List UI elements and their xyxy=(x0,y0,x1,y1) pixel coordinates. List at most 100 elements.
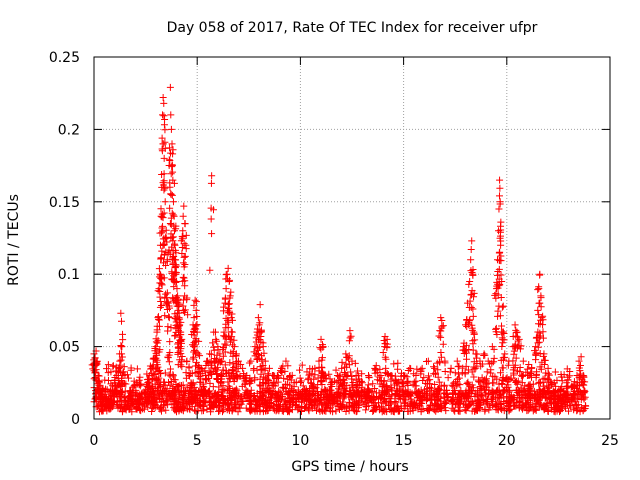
data-point xyxy=(171,396,179,404)
data-point xyxy=(128,408,136,416)
data-point xyxy=(167,111,175,119)
data-point xyxy=(519,357,527,365)
data-point xyxy=(575,357,583,365)
data-point xyxy=(164,354,172,362)
data-point xyxy=(545,383,553,391)
data-point xyxy=(193,321,201,329)
data-point xyxy=(107,368,115,376)
data-point xyxy=(550,392,558,400)
data-point xyxy=(439,340,447,348)
data-point xyxy=(113,367,121,375)
data-point xyxy=(422,397,430,405)
data-point xyxy=(170,212,178,220)
data-point xyxy=(158,134,166,142)
data-point xyxy=(153,356,161,364)
data-point xyxy=(236,404,244,412)
data-point xyxy=(365,372,373,380)
data-point xyxy=(310,384,318,392)
data-point xyxy=(180,308,188,316)
data-point xyxy=(567,383,575,391)
data-point xyxy=(534,396,542,404)
data-point xyxy=(388,372,396,380)
data-point xyxy=(221,340,229,348)
data-point xyxy=(218,357,226,365)
data-point xyxy=(298,361,306,369)
data-point xyxy=(467,291,475,299)
data-point xyxy=(310,383,318,391)
data-point xyxy=(467,245,475,253)
data-point xyxy=(443,387,451,395)
data-point xyxy=(117,388,125,396)
data-point xyxy=(463,392,471,400)
data-point xyxy=(480,351,488,359)
data-point xyxy=(160,154,168,162)
data-point xyxy=(208,230,216,238)
data-point xyxy=(167,170,175,178)
data-point xyxy=(94,372,102,380)
data-point xyxy=(180,240,188,248)
data-point xyxy=(246,379,254,387)
data-point xyxy=(207,179,215,187)
data-point xyxy=(552,400,560,408)
data-point xyxy=(174,404,182,412)
data-point xyxy=(256,408,264,416)
data-point xyxy=(186,372,194,380)
data-point xyxy=(157,297,165,305)
data-point xyxy=(118,350,126,358)
data-point xyxy=(493,331,501,339)
data-point xyxy=(93,360,101,368)
data-point xyxy=(161,398,169,406)
data-point xyxy=(339,395,347,403)
data-point xyxy=(169,237,177,245)
data-point xyxy=(321,374,329,382)
data-point xyxy=(284,406,292,414)
data-point xyxy=(182,231,190,239)
data-point xyxy=(266,386,274,394)
data-point xyxy=(250,348,258,356)
data-point xyxy=(325,396,333,404)
data-point xyxy=(465,303,473,311)
data-point xyxy=(426,401,434,409)
data-point xyxy=(515,335,523,343)
data-point xyxy=(181,220,189,228)
y-tick-label: 0.15 xyxy=(49,195,80,211)
data-point xyxy=(253,325,261,333)
data-point xyxy=(163,294,171,302)
data-point xyxy=(289,395,297,403)
data-point xyxy=(290,379,298,387)
x-tick-label: 10 xyxy=(291,433,309,449)
data-point xyxy=(225,389,233,397)
data-point xyxy=(246,407,254,415)
data-point xyxy=(319,407,327,415)
data-point xyxy=(205,375,213,383)
data-point xyxy=(558,403,566,411)
data-point xyxy=(117,309,125,317)
data-point xyxy=(497,400,505,408)
data-point xyxy=(465,280,473,288)
data-point xyxy=(468,397,476,405)
data-point xyxy=(215,407,223,415)
data-point xyxy=(171,331,179,339)
data-point xyxy=(246,359,254,367)
data-point xyxy=(335,373,343,381)
data-point xyxy=(173,277,181,285)
data-point xyxy=(458,369,466,377)
data-point xyxy=(222,341,230,349)
data-point xyxy=(219,352,227,360)
data-point xyxy=(391,397,399,405)
data-point xyxy=(232,371,240,379)
data-point xyxy=(552,382,560,390)
data-point xyxy=(539,328,547,336)
data-point xyxy=(95,402,103,410)
data-point xyxy=(192,399,200,407)
data-point xyxy=(158,145,166,153)
data-point xyxy=(542,393,550,401)
data-point xyxy=(519,371,527,379)
data-point xyxy=(169,146,177,154)
data-point xyxy=(160,378,168,386)
y-tick-label: 0.1 xyxy=(58,267,80,283)
data-point xyxy=(265,379,273,387)
data-point xyxy=(338,358,346,366)
data-point xyxy=(286,372,294,380)
data-point xyxy=(525,361,533,369)
